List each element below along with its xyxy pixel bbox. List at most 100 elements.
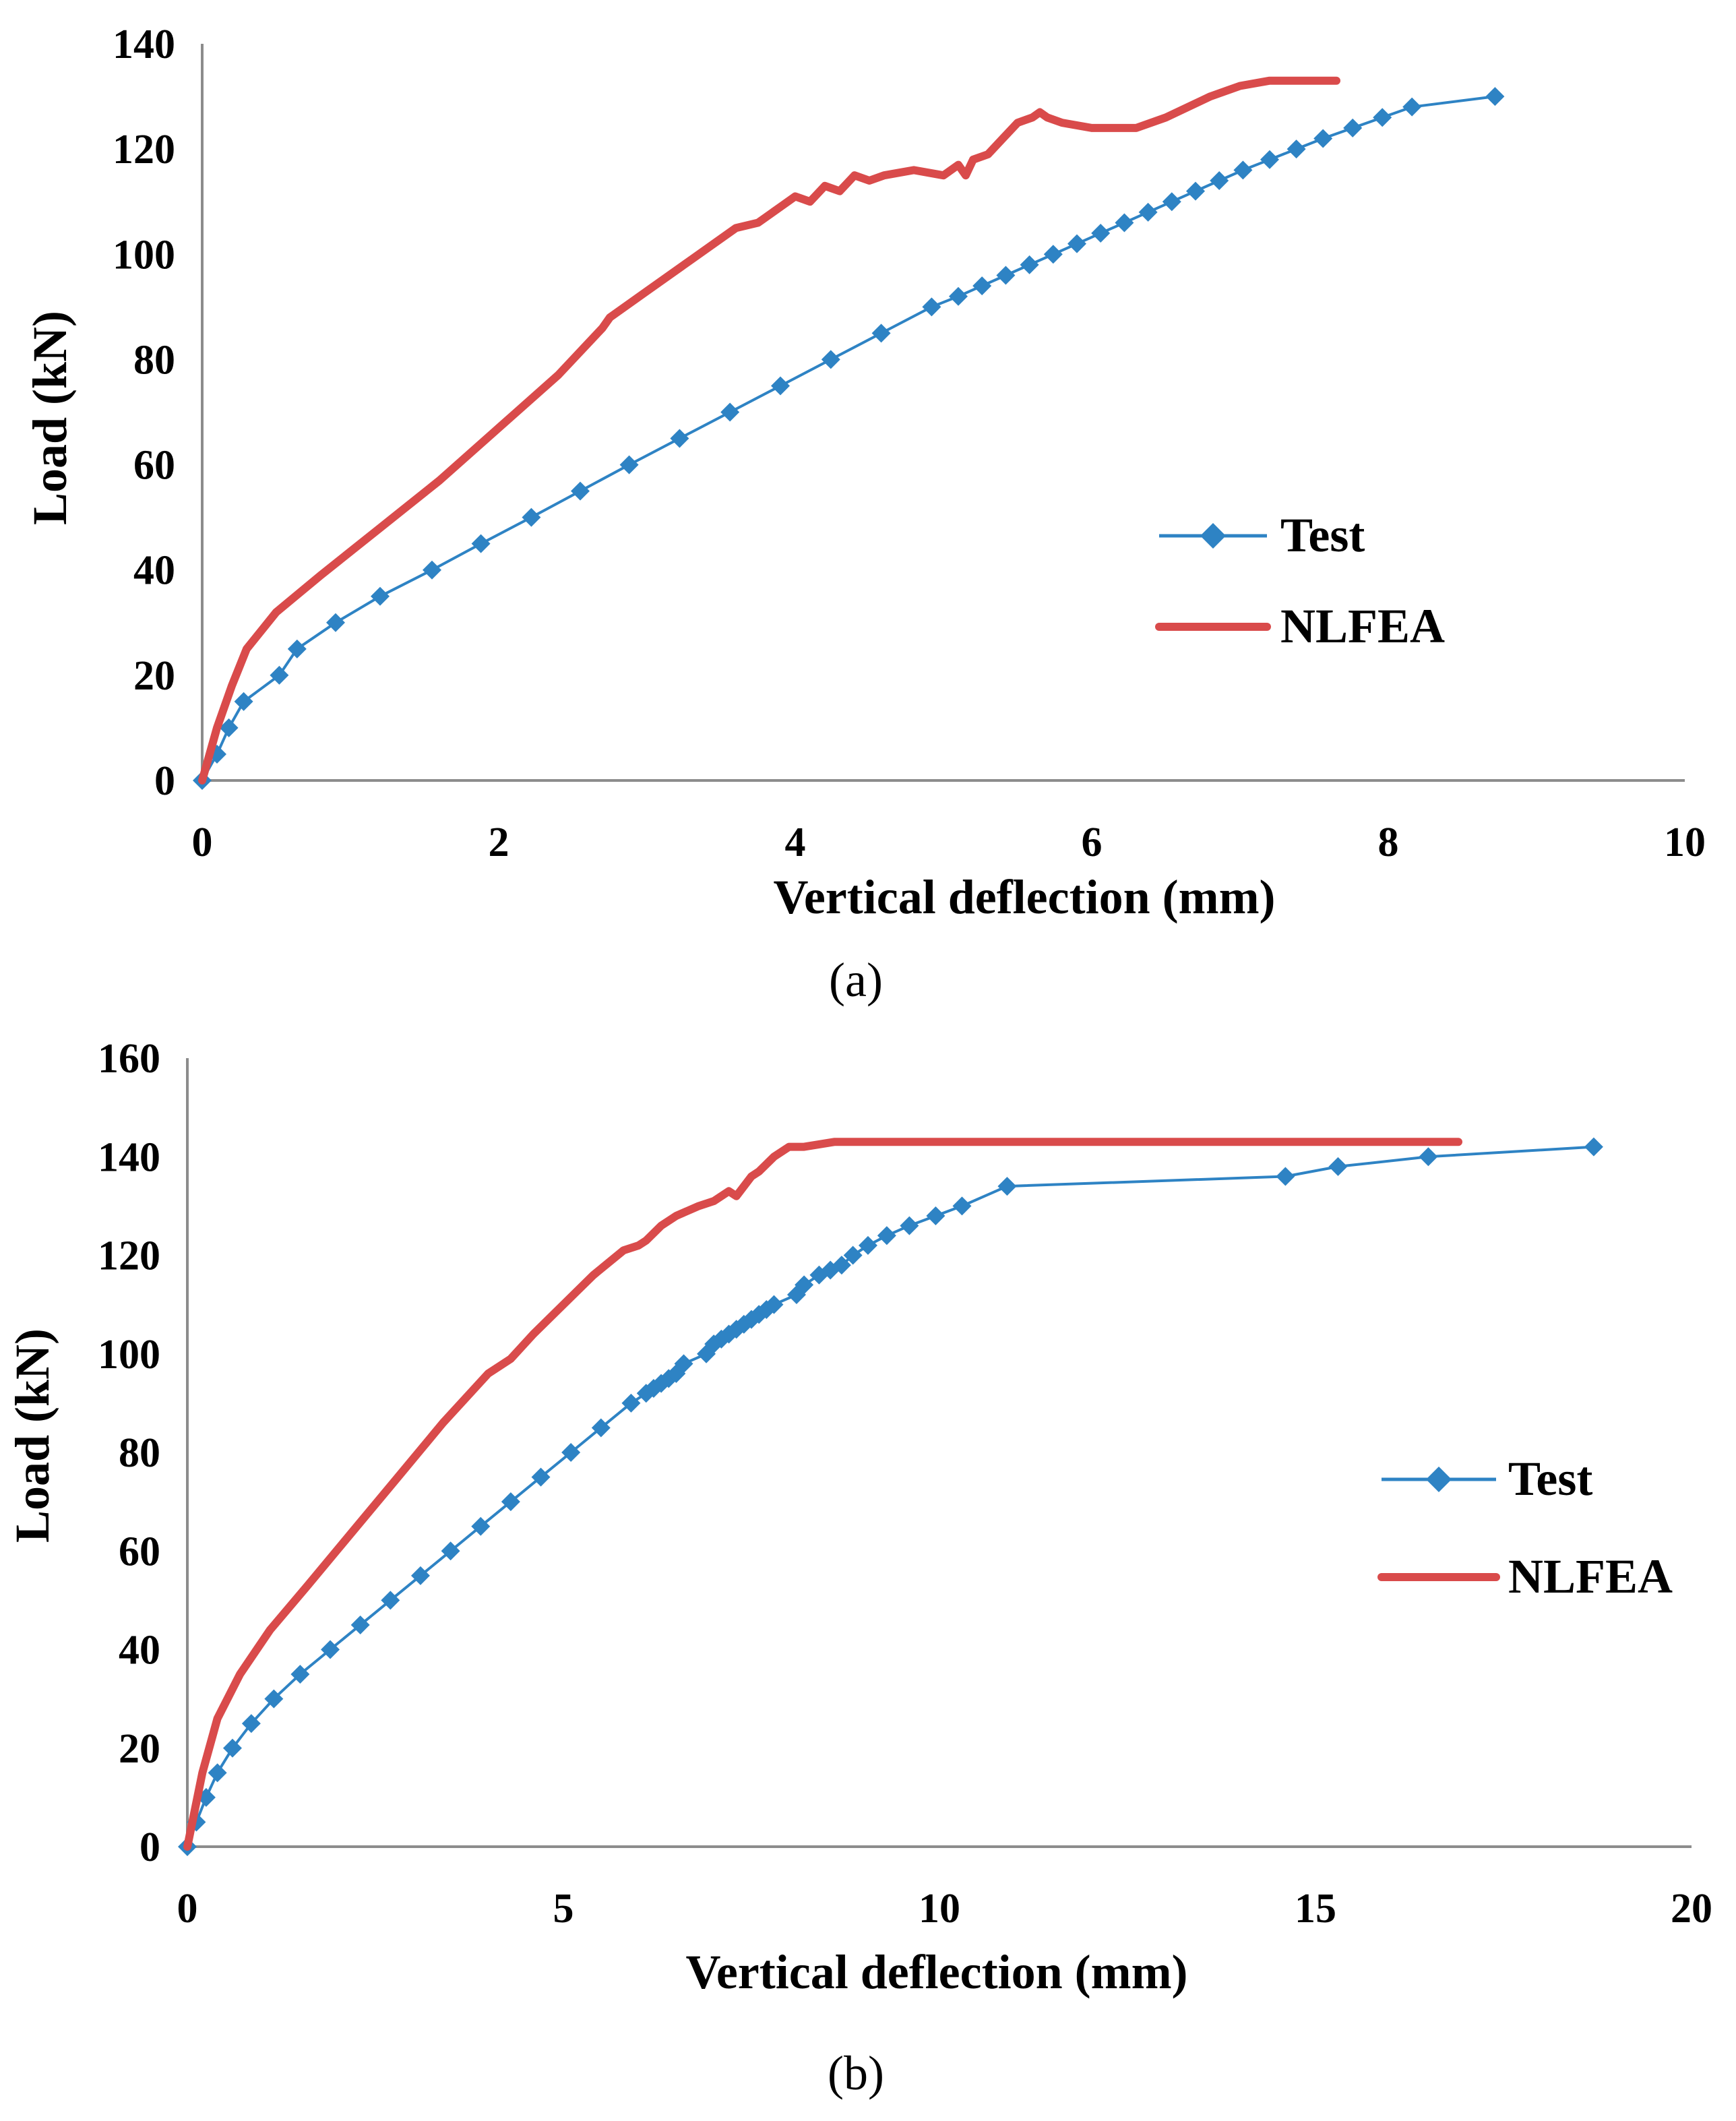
chart-b-test-point <box>764 1295 784 1314</box>
chart-a-y-tick-label: 120 <box>113 127 175 173</box>
chart-b-y-tick-label: 120 <box>98 1233 160 1279</box>
chart-a-x-tick-label: 8 <box>1378 820 1399 865</box>
chart-a-test-point <box>1313 129 1333 148</box>
chart-b-test-point <box>858 1235 877 1255</box>
chart-b-test-point <box>1584 1137 1603 1157</box>
chart-a-test-point <box>996 266 1016 285</box>
chart-b-test-point <box>501 1492 520 1512</box>
chart-b-test-point <box>531 1467 551 1487</box>
chart-b-test-series-line <box>186 1145 1595 1848</box>
chart-a-test-point <box>1343 118 1363 137</box>
chart-a-test-point <box>423 560 441 580</box>
chart-a-test-point <box>1115 213 1134 233</box>
chart-a-legend-nlfea-label: NLFEA <box>1280 599 1445 653</box>
chart-b-test-point <box>832 1256 851 1275</box>
chart-a-test-point <box>371 586 390 606</box>
chart-b-test-point <box>381 1591 400 1610</box>
chart-a-legend-test-marker <box>1200 523 1226 549</box>
chart-b-nlfea-series-line <box>183 1138 1462 1851</box>
chart-a-x-tick-label: 4 <box>785 820 806 865</box>
chart-a-test-point <box>326 613 345 632</box>
chart-a-test-point <box>1138 202 1158 222</box>
chart-a-x-tick-label: 10 <box>1664 820 1706 865</box>
chart-b-test-point <box>321 1640 340 1659</box>
chart-b-test-point <box>350 1615 370 1634</box>
chart-b-x-tick-label: 20 <box>1671 1886 1712 1932</box>
chart-a-legend-test-label: Test <box>1280 508 1365 562</box>
chart-a-test-point <box>1162 192 1181 212</box>
chart-a-test-point <box>949 286 968 306</box>
chart-a-nlfea-series-line <box>198 76 1340 785</box>
chart-a-y-tick-label: 20 <box>133 653 175 699</box>
chart-a-y-tick-label: 60 <box>133 443 175 489</box>
chart-a-x-tick-label: 6 <box>1082 820 1103 865</box>
chart-a-test-point <box>1186 181 1205 201</box>
chart-a-test-point <box>1373 108 1392 127</box>
chart-b-test-point <box>441 1541 460 1561</box>
chart-a-test-point <box>821 350 840 369</box>
chart-a-test-point <box>1020 255 1039 274</box>
chart-a-y-axis-title: Load (kN) <box>23 311 77 525</box>
chart-b-legend-test-label: Test <box>1508 1452 1592 1506</box>
chart-a-x-ticks: 0 2 4 6 8 10 <box>192 820 1706 865</box>
chart-b: 0 20 40 60 80 100 120 140 160 0 5 10 15 20 Vertical … <box>5 1036 1712 2100</box>
chart-a-y-tick-label: 40 <box>133 548 175 594</box>
chart-b-caption: (b) <box>828 2046 884 2100</box>
chart-b-test-point <box>795 1275 814 1295</box>
chart-b-test-point <box>621 1393 641 1413</box>
chart-a-test-point <box>234 691 253 711</box>
chart-b-test-point <box>561 1443 581 1462</box>
chart-b-y-ticks: 0 20 40 60 80 100 120 140 160 <box>98 1036 160 1870</box>
chart-b-test-point <box>674 1354 693 1374</box>
chart-b-test-point <box>952 1196 972 1216</box>
chart-a-caption: (a) <box>829 953 883 1007</box>
chart-a-x-tick-label: 2 <box>489 820 509 865</box>
chart-a-test-point <box>619 455 639 474</box>
chart-b-test-point <box>1276 1167 1295 1186</box>
chart-b-y-tick-label: 40 <box>119 1628 160 1673</box>
chart-b-test-point <box>900 1216 919 1235</box>
chart-a-test-point <box>771 376 790 396</box>
chart-b-test-point <box>997 1177 1017 1196</box>
chart-a: 0 20 40 60 80 100 120 140 0 2 4 6 8 10 Vertical defl… <box>23 22 1706 1007</box>
chart-b-legend-nlfea-label: NLFEA <box>1508 1549 1673 1603</box>
chart-a-test-point <box>571 481 590 501</box>
chart-b-test-point <box>410 1566 430 1585</box>
chart-a-test-point <box>1233 160 1253 180</box>
chart-a-y-tick-label: 0 <box>154 758 175 804</box>
chart-b-y-tick-label: 100 <box>98 1332 160 1378</box>
chart-a-test-point <box>1043 245 1063 264</box>
chart-a-test-point <box>287 639 307 658</box>
chart-b-legend: Test NLFEA <box>1377 1452 1673 1603</box>
chart-a-y-tick-label: 100 <box>113 232 175 278</box>
chart-b-y-tick-label: 20 <box>119 1726 160 1772</box>
chart-a-test-point <box>1286 140 1306 159</box>
chart-b-test-point <box>264 1689 284 1709</box>
chart-b-x-tick-label: 0 <box>177 1886 198 1932</box>
chart-a-test-point <box>720 402 740 422</box>
chart-b-x-tick-label: 5 <box>553 1886 574 1932</box>
chart-a-test-point <box>1067 234 1086 253</box>
chart-b-test-point <box>241 1714 261 1733</box>
chart-b-test-point <box>843 1246 863 1265</box>
chart-b-y-tick-label: 160 <box>98 1036 160 1082</box>
chart-b-test-point <box>222 1738 242 1758</box>
chart-a-test-point <box>1485 87 1505 106</box>
chart-a-test-point <box>471 534 491 553</box>
chart-b-test-point <box>1419 1147 1438 1167</box>
chart-b-test-point <box>926 1206 946 1225</box>
chart-b-test-point <box>208 1763 227 1783</box>
chart-a-y-tick-label: 140 <box>113 22 175 67</box>
chart-b-x-tick-label: 10 <box>919 1886 960 1932</box>
chart-b-x-axis-title: Vertical deflection (mm) <box>685 1945 1187 1999</box>
chart-a-test-point <box>871 324 891 343</box>
chart-a-test-point <box>522 508 541 527</box>
chart-b-y-tick-label: 60 <box>119 1529 160 1574</box>
chart-a-y-tick-label: 80 <box>133 337 175 383</box>
chart-a-test-point <box>1260 150 1279 169</box>
chart-a-test-series-line <box>201 95 1497 782</box>
chart-b-test-point <box>290 1665 310 1684</box>
chart-b-x-ticks: 0 5 10 15 20 <box>177 1886 1713 1932</box>
chart-b-y-tick-label: 140 <box>98 1134 160 1180</box>
